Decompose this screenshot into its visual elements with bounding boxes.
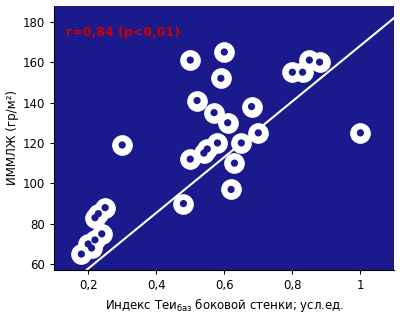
Point xyxy=(95,211,102,216)
Point xyxy=(231,161,238,166)
Point xyxy=(221,50,228,55)
Text: r=0,84 (p<0,01): r=0,84 (p<0,01) xyxy=(66,26,180,39)
Point xyxy=(357,130,364,135)
Point xyxy=(238,140,244,146)
Point xyxy=(92,237,98,243)
Point xyxy=(194,98,200,103)
Y-axis label: ИММЛЖ (гр/м²): ИММЛЖ (гр/м²) xyxy=(6,91,18,185)
Point xyxy=(78,252,84,257)
Point xyxy=(102,205,108,210)
Point xyxy=(214,140,221,146)
X-axis label: Индекс Теи$_{\mathrm{баз}}$ боковой стенки; усл.ед.: Индекс Теи$_{\mathrm{баз}}$ боковой стен… xyxy=(105,296,344,315)
Point xyxy=(231,161,238,166)
Point xyxy=(255,130,262,135)
Point xyxy=(187,156,194,162)
Point xyxy=(248,104,255,109)
Point xyxy=(98,231,105,236)
Point xyxy=(248,104,255,109)
Point xyxy=(187,156,194,162)
Point xyxy=(306,58,312,63)
Point xyxy=(92,237,98,243)
Point xyxy=(98,231,105,236)
Point xyxy=(88,245,95,251)
Point xyxy=(102,205,108,210)
Point xyxy=(228,187,234,192)
Point xyxy=(119,142,125,148)
Point xyxy=(255,130,262,135)
Point xyxy=(299,70,306,75)
Point xyxy=(187,58,194,63)
Point xyxy=(238,140,244,146)
Point xyxy=(218,76,224,81)
Point xyxy=(289,70,296,75)
Point xyxy=(180,201,187,206)
Point xyxy=(214,140,221,146)
Point xyxy=(289,70,296,75)
Point xyxy=(92,215,98,220)
Point xyxy=(357,130,364,135)
Point xyxy=(95,211,102,216)
Point xyxy=(187,58,194,63)
Point xyxy=(201,150,207,156)
Point xyxy=(218,76,224,81)
Point xyxy=(224,120,231,125)
Point xyxy=(228,187,234,192)
Point xyxy=(316,60,323,65)
Point xyxy=(204,147,210,152)
Point xyxy=(85,241,91,246)
Point xyxy=(211,110,217,115)
Point xyxy=(316,60,323,65)
Point xyxy=(180,201,187,206)
Point xyxy=(211,110,217,115)
Point xyxy=(221,50,228,55)
Point xyxy=(88,245,95,251)
Point xyxy=(92,215,98,220)
Point xyxy=(194,98,200,103)
Point xyxy=(201,150,207,156)
Point xyxy=(306,58,312,63)
Point xyxy=(299,70,306,75)
Point xyxy=(85,241,91,246)
Point xyxy=(119,142,125,148)
Point xyxy=(224,120,231,125)
Point xyxy=(204,147,210,152)
Point xyxy=(78,252,84,257)
